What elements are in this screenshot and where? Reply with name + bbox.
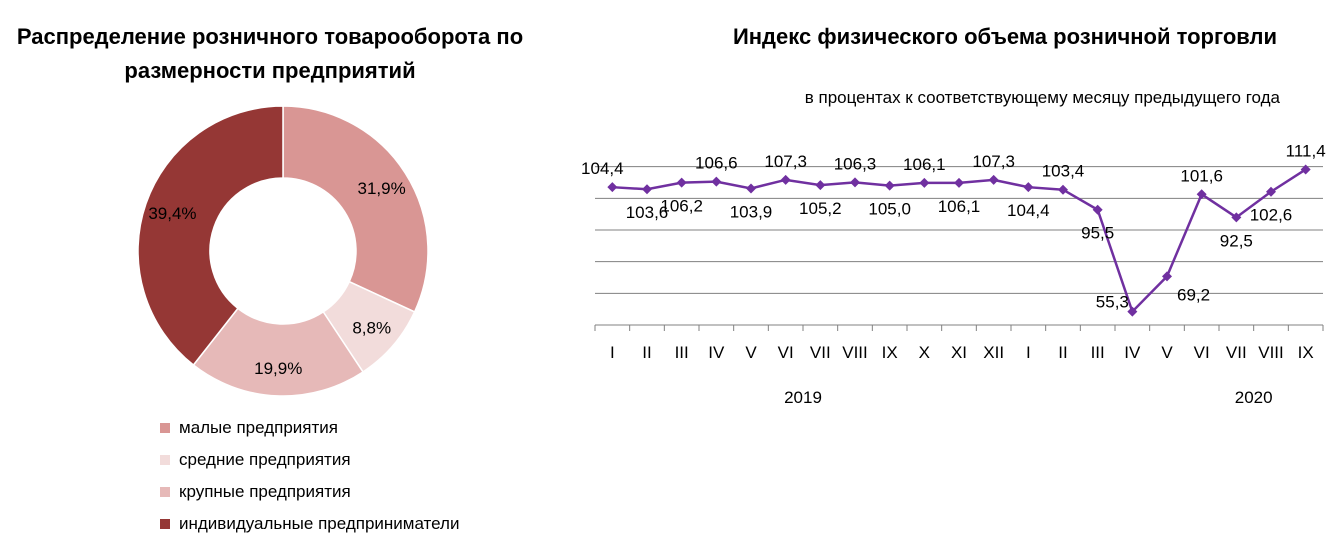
x-tick-label: IV (708, 343, 725, 362)
data-label: 107,3 (764, 152, 807, 171)
data-point (642, 184, 652, 195)
data-label: 105,0 (868, 200, 911, 219)
legend-item: крупные предприятия (160, 476, 459, 508)
donut-slice-label: 31,9% (357, 179, 405, 198)
year-label: 2020 (1235, 388, 1273, 407)
data-point (676, 177, 687, 188)
legend-label: индивидуальные предприниматели (179, 514, 460, 533)
data-label: 107,3 (972, 152, 1015, 171)
x-tick-label: VIII (1258, 343, 1284, 362)
data-point (988, 174, 999, 185)
x-tick-label: V (1161, 343, 1173, 362)
year-label: 2019 (784, 388, 822, 407)
data-label: 103,6 (626, 203, 669, 222)
donut-legend: малые предприятия средние предприятия кр… (160, 412, 459, 540)
data-point (1231, 212, 1242, 223)
donut-slice (282, 105, 429, 313)
data-point (780, 174, 791, 185)
data-point (1023, 182, 1034, 193)
data-point (1300, 164, 1311, 175)
data-point (1058, 184, 1068, 195)
data-label: 111,4 (1286, 141, 1326, 160)
data-point (711, 176, 722, 187)
legend-swatch (160, 423, 170, 433)
data-label: 106,1 (938, 197, 981, 216)
data-point (1092, 204, 1103, 215)
data-point (1196, 189, 1207, 200)
legend-item: средние предприятия (160, 444, 459, 476)
donut-chart-title: Распределение розничного товарооборота п… (16, 24, 524, 83)
legend-label: средние предприятия (179, 450, 351, 469)
data-point (607, 182, 618, 193)
data-point (884, 180, 895, 191)
data-point (815, 180, 826, 191)
legend-swatch (160, 519, 170, 529)
x-tick-label: VI (778, 343, 794, 362)
data-label: 101,6 (1180, 166, 1223, 185)
data-label: 106,2 (660, 197, 703, 216)
x-tick-label: XI (951, 343, 967, 362)
data-label: 102,6 (1250, 206, 1293, 225)
x-tick-label: VIII (842, 343, 868, 362)
legend-label: крупные предприятия (179, 482, 351, 501)
donut-slice-label: 39,4% (148, 204, 196, 223)
line-chart-title: Индекс физического объема розничной торг… (732, 24, 1278, 49)
x-tick-label: III (675, 343, 689, 362)
x-tick-label: IV (1124, 343, 1141, 362)
data-point (1266, 186, 1276, 197)
data-point (919, 177, 930, 188)
data-point (850, 177, 860, 188)
donut-slice (137, 105, 284, 367)
data-label: 104,4 (1007, 201, 1050, 220)
data-label: 103,9 (730, 202, 773, 221)
data-label: 55,3 (1096, 293, 1129, 312)
line-chart-subtitle: в процентах к соответствующему месяцу пр… (804, 88, 1280, 107)
donut-slice-label: 19,9% (254, 359, 302, 378)
data-label: 95,5 (1081, 224, 1114, 243)
x-tick-label: X (919, 343, 930, 362)
x-tick-label: V (745, 343, 757, 362)
x-tick-label: XII (983, 343, 1004, 362)
legend-swatch (160, 487, 170, 497)
data-label: 69,2 (1177, 285, 1210, 304)
x-tick-label: IX (882, 343, 898, 362)
data-label: 92,5 (1220, 231, 1253, 250)
x-tick-label: VI (1194, 343, 1210, 362)
x-tick-label: II (642, 343, 651, 362)
legend-label: малые предприятия (179, 418, 338, 437)
x-tick-label: I (610, 343, 615, 362)
data-point (954, 177, 964, 188)
data-label: 103,4 (1042, 162, 1085, 181)
x-tick-label: VII (810, 343, 831, 362)
data-point (746, 183, 756, 194)
donut-slice (192, 307, 365, 397)
x-tick-label: IX (1298, 343, 1314, 362)
x-tick-label: II (1058, 343, 1067, 362)
data-label: 106,3 (834, 154, 877, 173)
donut-slice-label: 8,8% (352, 318, 391, 337)
data-label: 106,1 (903, 155, 946, 174)
data-label: 106,6 (695, 154, 738, 173)
x-tick-label: VII (1226, 343, 1247, 362)
x-tick-label: III (1091, 343, 1105, 362)
data-label: 105,2 (799, 199, 842, 218)
legend-item: малые предприятия (160, 412, 459, 444)
data-label: 104,4 (581, 159, 624, 178)
legend-item: индивидуальные предприниматели (160, 508, 459, 540)
data-point (1127, 306, 1138, 317)
legend-swatch (160, 455, 170, 465)
data-point (1162, 271, 1172, 282)
x-tick-label: I (1026, 343, 1031, 362)
